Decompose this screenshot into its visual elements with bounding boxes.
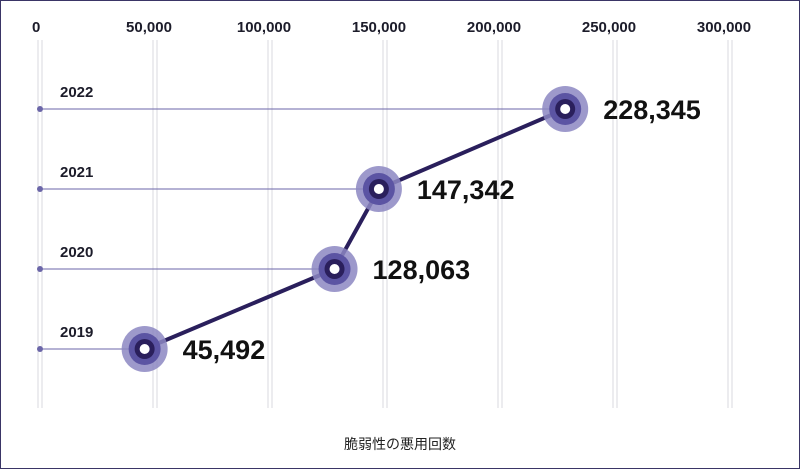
data-label: 45,492 (183, 335, 266, 365)
year-label: 2021 (60, 164, 93, 181)
data-point (542, 86, 589, 132)
year-label: 2019 (60, 324, 93, 341)
x-tick-label: 150,000 (352, 19, 406, 36)
year-label: 2022 (60, 84, 93, 101)
year-labels: 2019 2020 2021 2022 (60, 84, 93, 341)
data-label: 128,063 (373, 255, 471, 285)
year-guide-lines (37, 106, 566, 352)
data-label: 228,345 (603, 95, 701, 125)
guide-start-dot (37, 266, 43, 272)
x-axis-ticks: 0 50,000 100,000 150,000 200,000 250,000 300,0… (32, 19, 751, 36)
data-point (121, 326, 168, 372)
guide-start-dot (37, 186, 43, 192)
x-tick-label: 0 (32, 19, 40, 36)
data-point (355, 166, 402, 212)
data-points (121, 86, 589, 372)
guide-start-dot (37, 106, 43, 112)
x-tick-label: 250,000 (582, 19, 636, 36)
x-tick-label: 300,000 (697, 19, 751, 36)
chart-caption: 脆弱性の悪用回数 (344, 437, 456, 453)
x-tick-label: 100,000 (237, 19, 291, 36)
x-tick-label: 50,000 (126, 19, 172, 36)
data-point (311, 246, 358, 292)
series-line (143, 107, 566, 351)
series-polyline (143, 107, 566, 351)
data-label: 147,342 (417, 175, 515, 205)
x-tick-label: 200,000 (467, 19, 521, 36)
guide-start-dot (37, 346, 43, 352)
data-labels: 45,492 128,063 147,342 228,345 (183, 95, 701, 365)
year-label: 2020 (60, 244, 93, 261)
